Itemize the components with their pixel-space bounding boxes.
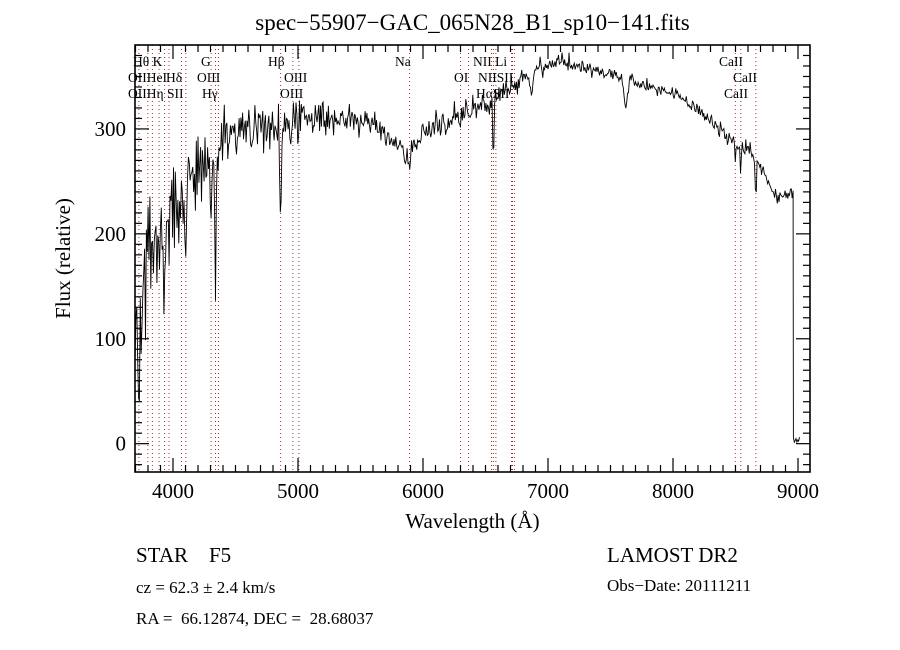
spectral-line-label: Hγ — [202, 86, 218, 101]
spectral-line-label: Hθ K — [133, 54, 163, 69]
classification-label: STAR F5 — [136, 543, 232, 567]
spectral-line-label: OIIHη — [128, 86, 164, 101]
y-tick-label: 300 — [95, 117, 127, 141]
spectral-line-label: Hβ — [268, 54, 285, 69]
x-tick-label: 5000 — [277, 479, 319, 503]
spectrum-trace — [134, 52, 800, 444]
x-axis-title: Wavelength (Å) — [405, 509, 539, 533]
spectral-line-label: NII Li — [473, 54, 507, 69]
x-tick-label: 8000 — [652, 479, 694, 503]
plot-title: spec−55907−GAC_065N28_B1_sp10−141.fits — [255, 10, 690, 35]
spectral-line-label: HαSII — [476, 86, 510, 101]
spectral-line-label: CaII — [719, 54, 743, 69]
x-tick-label: 9000 — [777, 479, 819, 503]
spectral-line-label: CaII — [724, 86, 748, 101]
y-axis-title: Flux (relative) — [51, 198, 75, 319]
spectral-line-label: NIISII — [478, 70, 514, 85]
spectral-line-label: OIIHeI — [128, 70, 167, 85]
spectral-line-label: G — [201, 54, 211, 69]
spectral-line-label: CaII — [733, 70, 757, 85]
spectral-line-label: OIII — [280, 86, 304, 101]
spectral-line-label: Na — [395, 54, 411, 69]
spectral-line-label: OIII — [197, 70, 221, 85]
obs-date-label: Obs−Date: 20111211 — [607, 576, 752, 595]
spectral-line-label: SII — [167, 86, 184, 101]
x-tick-label: 7000 — [527, 479, 569, 503]
survey-label: LAMOST DR2 — [607, 543, 738, 567]
x-tick-label: 4000 — [152, 479, 194, 503]
y-tick-label: 200 — [95, 222, 127, 246]
x-tick-label: 6000 — [402, 479, 444, 503]
cz-velocity-label: cz = 62.3 ± 2.4 km/s — [136, 578, 276, 597]
spectral-line-label: Hδ — [166, 70, 182, 85]
spectral-line-label: OI — [454, 70, 469, 85]
y-tick-label: 100 — [95, 327, 127, 351]
y-tick-label: 0 — [116, 432, 127, 456]
spectral-line-label: OIII — [284, 70, 308, 85]
ra-dec-label: RA = 66.12874, DEC = 28.68037 — [136, 609, 374, 628]
